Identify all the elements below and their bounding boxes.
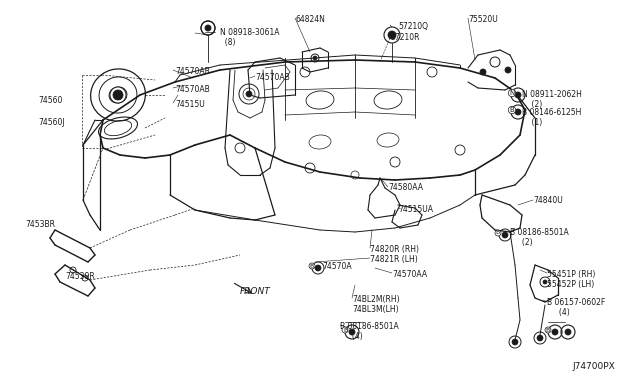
Text: 74539R: 74539R bbox=[65, 272, 95, 281]
Circle shape bbox=[315, 265, 321, 271]
Text: 74820R (RH)
74821R (LH): 74820R (RH) 74821R (LH) bbox=[370, 245, 419, 264]
Text: B 06157-0602F
     (4): B 06157-0602F (4) bbox=[547, 298, 605, 317]
Circle shape bbox=[515, 92, 521, 98]
Circle shape bbox=[502, 232, 508, 238]
Text: 74570AB: 74570AB bbox=[255, 73, 290, 82]
Text: 74570A: 74570A bbox=[322, 262, 351, 271]
Circle shape bbox=[110, 87, 126, 103]
Text: 74515UA: 74515UA bbox=[398, 205, 433, 214]
Circle shape bbox=[512, 339, 518, 345]
Circle shape bbox=[565, 329, 571, 335]
Text: 7453BR: 7453BR bbox=[25, 220, 55, 229]
Text: B 08186-8501A
     (2): B 08186-8501A (2) bbox=[510, 228, 569, 247]
Circle shape bbox=[313, 56, 317, 60]
Circle shape bbox=[537, 335, 543, 341]
Circle shape bbox=[246, 91, 252, 97]
Text: 64824N: 64824N bbox=[295, 15, 325, 24]
Text: 74840U: 74840U bbox=[533, 196, 563, 205]
Text: N 08911-2062H
    (2): N 08911-2062H (2) bbox=[522, 90, 582, 109]
Text: B: B bbox=[509, 107, 515, 113]
Text: 57210Q: 57210Q bbox=[398, 22, 428, 31]
Circle shape bbox=[515, 109, 521, 115]
Text: B 08146-6125H
    (1): B 08146-6125H (1) bbox=[522, 108, 581, 127]
Circle shape bbox=[480, 69, 486, 75]
Text: 74570AA: 74570AA bbox=[392, 270, 427, 279]
Circle shape bbox=[205, 25, 211, 31]
Text: 74570AB: 74570AB bbox=[175, 67, 210, 76]
Text: N 08918-3061A
  (8): N 08918-3061A (8) bbox=[220, 28, 280, 47]
Text: B: B bbox=[546, 327, 550, 333]
Text: B: B bbox=[496, 231, 500, 235]
Text: 75520U: 75520U bbox=[468, 15, 498, 24]
Text: 74560: 74560 bbox=[38, 96, 62, 105]
Text: B 08186-8501A
     (4): B 08186-8501A (4) bbox=[340, 322, 399, 341]
Circle shape bbox=[552, 329, 558, 335]
Text: 74515U: 74515U bbox=[175, 100, 205, 109]
Text: FRONT: FRONT bbox=[240, 287, 271, 296]
Circle shape bbox=[349, 329, 355, 335]
Text: 57210R: 57210R bbox=[390, 33, 419, 42]
Text: B: B bbox=[343, 327, 347, 333]
Text: J74700PX: J74700PX bbox=[572, 362, 615, 371]
Text: 74570AB: 74570AB bbox=[175, 85, 210, 94]
Text: B: B bbox=[310, 263, 314, 269]
Circle shape bbox=[113, 90, 123, 100]
Text: 55451P (RH)
55452P (LH): 55451P (RH) 55452P (LH) bbox=[547, 270, 595, 289]
Circle shape bbox=[543, 280, 547, 284]
Text: N: N bbox=[509, 90, 515, 96]
Circle shape bbox=[505, 67, 511, 73]
Text: 74BL2M(RH)
74BL3M(LH): 74BL2M(RH) 74BL3M(LH) bbox=[352, 295, 399, 314]
Circle shape bbox=[388, 31, 396, 39]
Text: 74560J: 74560J bbox=[38, 118, 65, 127]
Text: 74580AA: 74580AA bbox=[388, 183, 423, 192]
